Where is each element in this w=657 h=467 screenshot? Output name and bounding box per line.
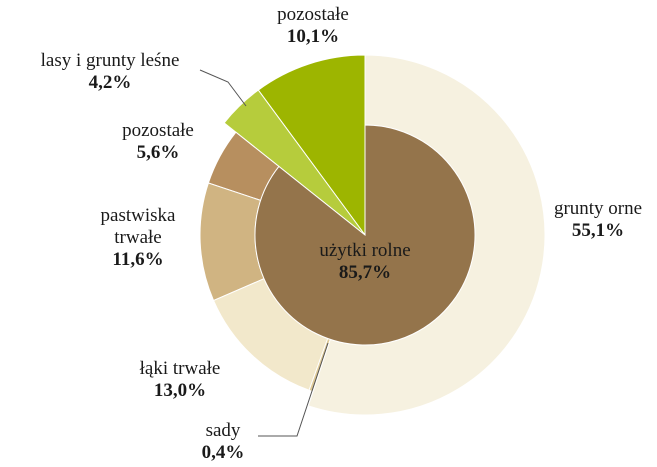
inner-slice <box>254 124 476 346</box>
value-label: 13,0% <box>153 380 207 401</box>
label-name: pozostałe <box>122 120 194 141</box>
label-name: lasy i grunty leśne <box>40 50 180 71</box>
outer-slice <box>223 89 366 236</box>
data-label: lasy i grunty leśne 4,2% <box>41 50 180 94</box>
data-label: pastwiska trwałe 11,6% <box>83 205 193 271</box>
value-label: 4,2% <box>88 72 132 93</box>
value-label: 11,6% <box>112 249 164 270</box>
data-label: użytki rolne 85,7% <box>319 240 410 284</box>
leader-line <box>199 69 247 107</box>
label-name: łąki trwałe <box>139 358 221 379</box>
label-name: pastwiska trwałe <box>100 205 176 248</box>
value-label: 5,6% <box>136 142 180 163</box>
label-name: sady <box>205 420 241 441</box>
data-label: sady 0,4% <box>202 420 245 464</box>
label-name: użytki rolne <box>319 240 411 261</box>
data-label: łąki trwałe 13,0% <box>140 358 221 402</box>
value-label: 10,1% <box>286 26 340 47</box>
label-name: pozostałe <box>277 4 349 25</box>
label-name: grunty orne <box>553 198 643 219</box>
data-label: grunty orne 55,1% <box>554 198 642 242</box>
leader-line <box>258 342 329 437</box>
data-label: pozostałe 5,6% <box>122 120 194 164</box>
value-label: 85,7% <box>338 262 392 283</box>
value-label: 55,1% <box>571 220 625 241</box>
data-label: pozostałe 10,1% <box>277 4 349 48</box>
value-label: 0,4% <box>201 442 245 463</box>
